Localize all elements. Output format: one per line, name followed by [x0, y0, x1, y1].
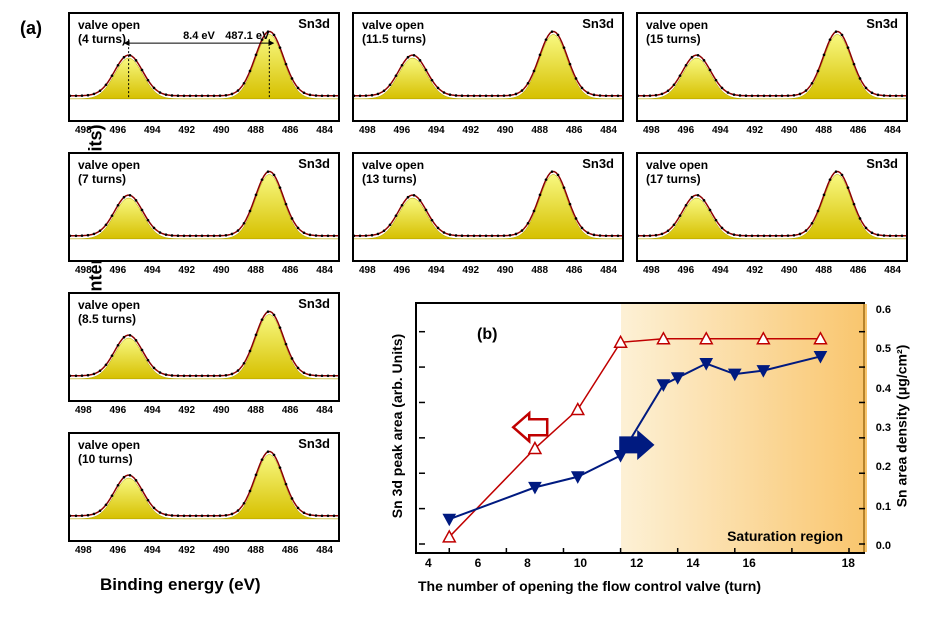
panel-label: valve open(8.5 turns) [78, 298, 140, 327]
spectrum-panel: valve open(10 turns)Sn3d4984964944924904… [68, 432, 340, 542]
sn3d-label: Sn3d [582, 156, 614, 171]
chart-b-xlabel: The number of opening the flow control v… [418, 578, 761, 594]
panel-label: valve open(7 turns) [78, 158, 140, 187]
panel-xticks: 498496494492490488486484 [70, 125, 338, 136]
sn3d-label: Sn3d [298, 16, 330, 31]
panel-label: valve open(11.5 turns) [362, 18, 426, 47]
saturation-text: Saturation region [727, 528, 843, 544]
panel-label: valve open(15 turns) [646, 18, 708, 47]
spectrum-panel: 8.4 eV 487.1 eV valve open(4 turns)Sn3d4… [68, 12, 340, 122]
figure-label-b: (b) [477, 326, 497, 344]
svg-text:8.4 eV: 8.4 eV [183, 30, 215, 42]
panel-xticks: 498496494492490488486484 [638, 265, 906, 276]
sn3d-label: Sn3d [866, 156, 898, 171]
spectrum-panel: valve open(13 turns)Sn3d4984964944924904… [352, 152, 624, 262]
sn3d-label: Sn3d [298, 156, 330, 171]
spectrum-panel: valve open(15 turns)Sn3d4984964944924904… [636, 12, 908, 122]
panel-xticks: 498496494492490488486484 [354, 265, 622, 276]
panel-label: valve open(4 turns) [78, 18, 140, 47]
panel-label: valve open(13 turns) [362, 158, 424, 187]
x-axis-binding: Binding energy (eV) [100, 575, 261, 595]
panel-xticks: 498496494492490488486484 [354, 125, 622, 136]
figure-label-a: (a) [20, 18, 42, 39]
spectrum-grid-left: valve open(8.5 turns) Sn3d 498496494492490… [68, 292, 340, 570]
chart-b-xticks: 4681012141618 [417, 556, 863, 570]
spectrum-panel: valve open(17 turns)Sn3d4984964944924904… [636, 152, 908, 262]
spectrum-panel: valve open(8.5 turns)Sn3d498496494492490… [68, 292, 340, 402]
svg-text:487.1 eV: 487.1 eV [225, 30, 270, 42]
panel-xticks: 498496494492490488486484 [70, 545, 338, 556]
sn3d-label: Sn3d [582, 16, 614, 31]
panel-xticks: 498496494492490488486484 [70, 405, 338, 416]
panel-label: valve open(17 turns) [646, 158, 708, 187]
spectrum-panel: valve open(11.5 turns)Sn3d49849649449249… [352, 12, 624, 122]
sn3d-label: Sn3d [298, 296, 330, 311]
chart-b-yleft-label: Sn 3d peak area (arb. Units) [389, 334, 405, 518]
chart-b: (b) Saturation region 4681012141618 0.00… [415, 302, 865, 554]
panel-xticks: 498496494492490488486484 [638, 125, 906, 136]
sn3d-label: Sn3d [298, 436, 330, 451]
chart-b-yticks-right: 0.00.10.20.30.40.50.6 [876, 304, 891, 552]
panel-label: valve open(10 turns) [78, 438, 140, 467]
sn3d-label: Sn3d [866, 16, 898, 31]
spectrum-panel: valve open(7 turns)Sn3d49849649449249048… [68, 152, 340, 262]
chart-b-yright-label: Sn area density (μg/cm²) [893, 345, 909, 508]
spectrum-grid-top: 8.4 eV 487.1 eV valve open(4 turns) Sn3d 4… [68, 12, 908, 290]
panel-xticks: 498496494492490488486484 [70, 265, 338, 276]
